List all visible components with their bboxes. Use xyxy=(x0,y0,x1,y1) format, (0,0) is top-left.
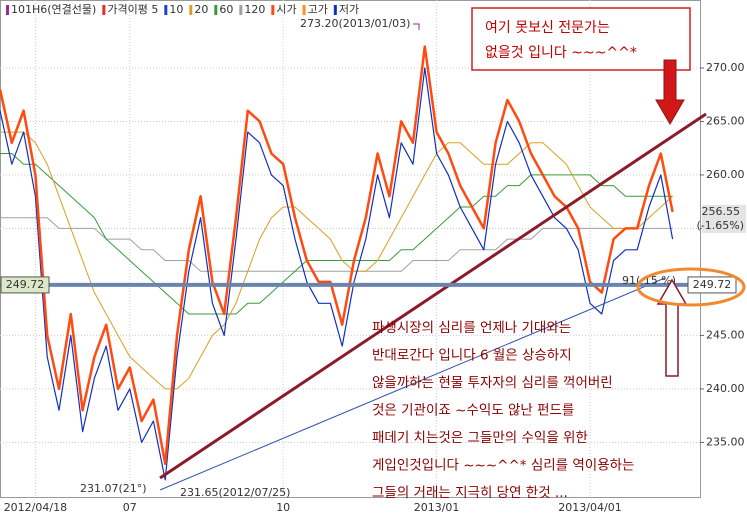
legend-swatch xyxy=(271,5,275,15)
y-tick-label: 235.00 xyxy=(706,435,745,448)
comment-line: 것은 기관이죠 ~수익도 않난 펀드를 xyxy=(372,403,574,419)
comment-line: 패데기 치는것은 그들만의 수익을 위한 xyxy=(372,430,588,446)
y-tick-label: 245.00 xyxy=(706,328,745,341)
x-tick-label: 10 xyxy=(276,501,290,514)
legend-label: 20 xyxy=(194,3,208,16)
reference-label: 249.72 xyxy=(6,278,45,291)
series-line xyxy=(0,131,673,390)
overlay: 249.72 249.72 256.55(-1.65%) 273.20(2013/01… xyxy=(0,3,746,499)
legend-label: 저가 xyxy=(339,3,359,16)
x-tick-label: 07 xyxy=(123,501,137,514)
series-line xyxy=(0,67,674,481)
legend-label: 60 xyxy=(219,3,233,16)
legend-label: 10 xyxy=(169,3,183,16)
y-tick-label: 270.00 xyxy=(706,61,745,74)
point-label: 91( 15 %) xyxy=(622,274,676,287)
callout-box xyxy=(471,7,691,71)
last-change: (-1.65%) xyxy=(697,219,745,232)
legend-swatch xyxy=(102,5,106,15)
legend-label: 시가 xyxy=(276,3,296,16)
legend-swatch xyxy=(189,5,193,15)
last-price-box xyxy=(702,204,746,233)
comment-line: 그들의 거래는 지극히 당연 한것 ... xyxy=(372,485,568,501)
legend-label: 가격이평 5 xyxy=(107,3,158,16)
x-tick-label: 2013/01 xyxy=(414,501,460,514)
legend-swatch xyxy=(239,5,243,15)
legend-label: 120 xyxy=(244,3,265,16)
point-label: 231.07(21°) xyxy=(80,482,147,495)
y-tick-label: 240.00 xyxy=(706,382,745,395)
x-tick-label: 2013/04/01 xyxy=(558,501,621,514)
x-tick-label: 2012/04/18 xyxy=(4,501,67,514)
legend-swatch xyxy=(302,5,306,15)
trend-line-thin xyxy=(159,277,666,491)
legend-label: 고가 xyxy=(308,3,328,16)
point-marker xyxy=(413,23,420,30)
callout-text: 없을것 입니다 ~~~^^* xyxy=(485,45,637,61)
highlight-ellipse xyxy=(636,267,746,307)
legend-swatch xyxy=(164,5,168,15)
lines xyxy=(0,45,674,481)
series-line xyxy=(0,45,674,466)
callout-text: 여기 못보신 전문가는 xyxy=(485,20,610,36)
comment-line: 파생시장의 심리를 언제나 기대와는 xyxy=(372,320,571,336)
legend-label: 101H6(연결선물) xyxy=(11,3,96,16)
down-arrow xyxy=(655,59,685,125)
series-line xyxy=(0,153,673,315)
legend-swatch xyxy=(6,5,9,15)
series-line xyxy=(0,217,673,272)
comment-line: 반대로간다 입니다 6 월은 상승하지 xyxy=(372,348,572,364)
point-label: 231.65(2012/07/25) xyxy=(180,486,290,499)
y-tick-label: 260.00 xyxy=(706,168,745,181)
legend-swatch xyxy=(333,5,337,15)
last-price: 256.55 xyxy=(702,205,741,218)
point-label: 273.20(2013/01/03) xyxy=(300,17,410,30)
comment-line: 않을까하는 현물 투자자의 심리를 꺽어버린 xyxy=(372,375,613,391)
y-tick-label: 265.00 xyxy=(706,114,745,127)
comment-line: 게입인것입니다 ~~~^^* 심리를 역이용하는 xyxy=(372,458,634,474)
reference-label: 249.72 xyxy=(693,278,732,291)
reference-label-box xyxy=(687,276,737,294)
trend-line xyxy=(159,112,707,480)
legend-swatch xyxy=(214,5,218,15)
plot-area xyxy=(0,0,701,498)
reference-label-box xyxy=(0,276,50,294)
